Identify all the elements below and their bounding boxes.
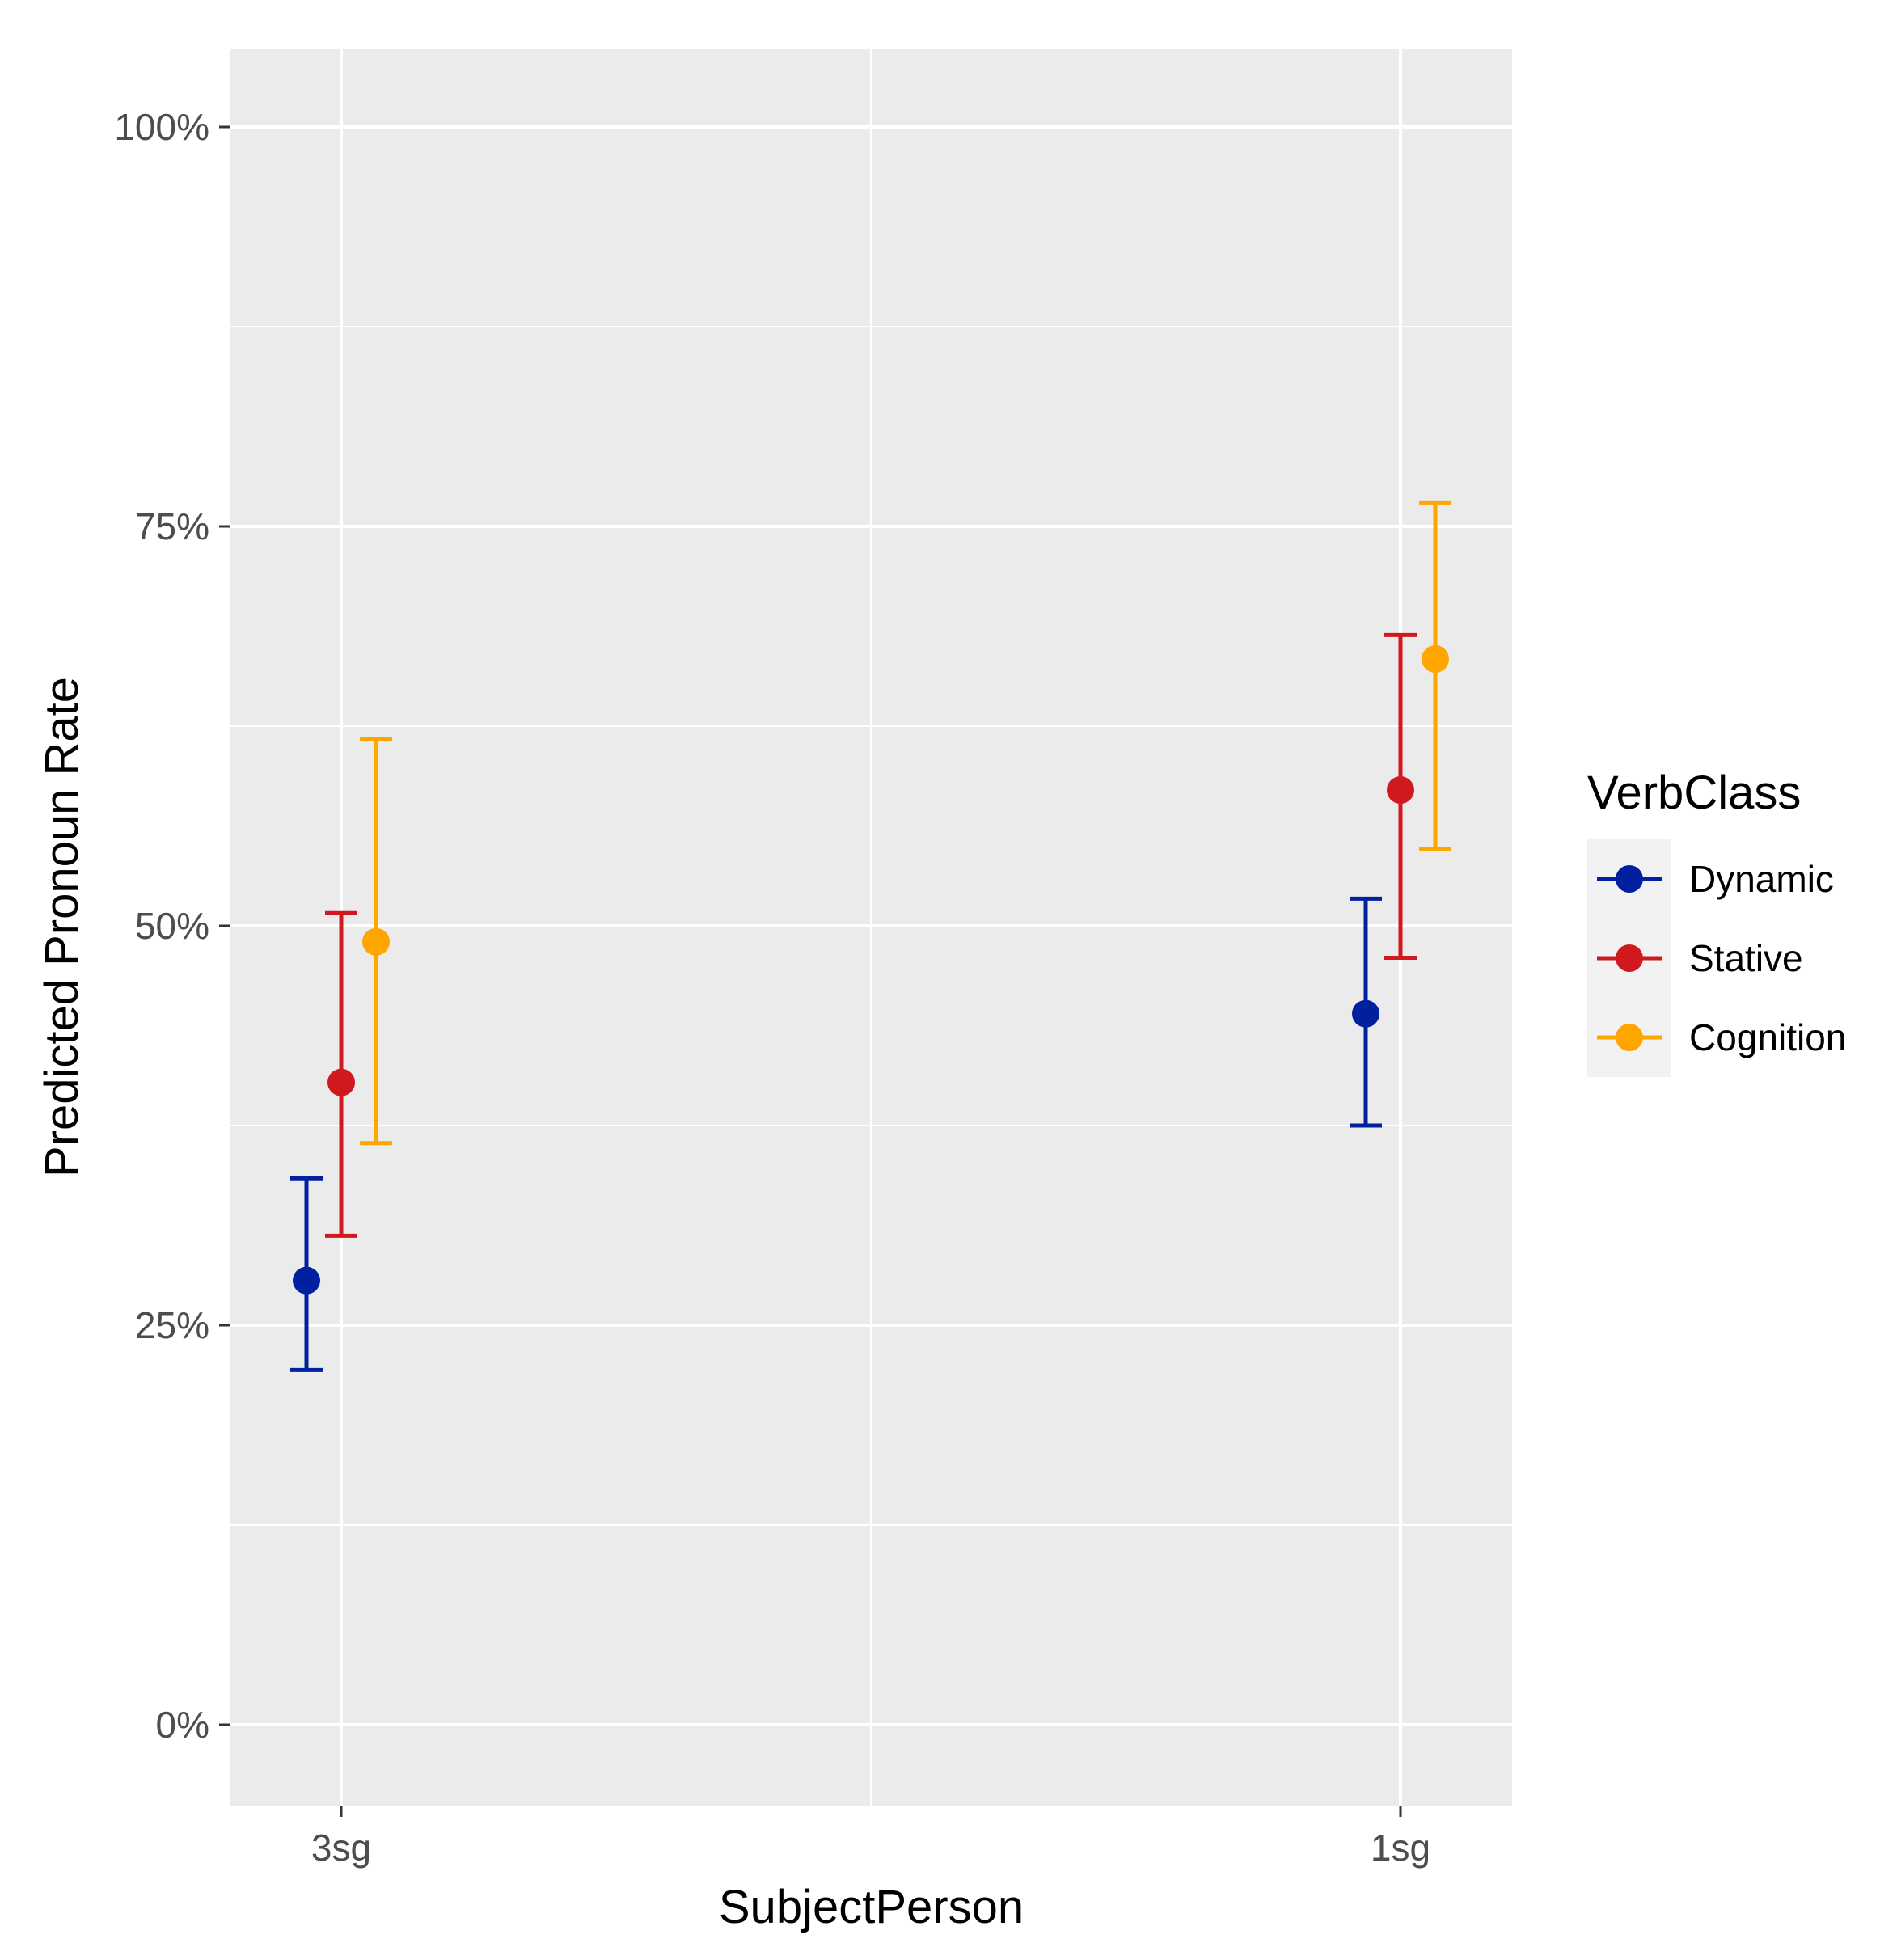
x-axis: 3sg 1sg xyxy=(311,1806,1430,1869)
y-axis-tick-label: 50% xyxy=(135,905,209,947)
legend-item-stative: Stative xyxy=(1597,937,1803,979)
minor-gridlines xyxy=(230,49,1512,1806)
legend-key-point xyxy=(1616,944,1643,972)
y-axis: 0% 25% 50% 75% 100% xyxy=(114,106,230,1746)
legend-label: Dynamic xyxy=(1689,858,1834,900)
legend-label: Cognition xyxy=(1689,1016,1846,1058)
legend-key-point xyxy=(1616,1024,1643,1051)
x-axis-tick-label: 1sg xyxy=(1371,1827,1430,1869)
x-axis-tick-label: 3sg xyxy=(311,1827,371,1869)
y-axis-tick-label: 75% xyxy=(135,505,209,547)
y-axis-tick-label: 0% xyxy=(156,1704,209,1746)
y-axis-title: Predicted Pronoun Rate xyxy=(36,677,88,1177)
legend-label: Stative xyxy=(1689,937,1803,979)
data-point-dynamic-3sg xyxy=(293,1266,320,1295)
legend-item-dynamic: Dynamic xyxy=(1597,858,1834,900)
series-stative xyxy=(325,632,1417,1238)
y-axis-tick-label: 25% xyxy=(135,1304,209,1346)
data-point-dynamic-1sg xyxy=(1352,999,1379,1028)
legend-title: VerbClass xyxy=(1587,767,1801,819)
legend: VerbClass Dynamic Stative Cognition xyxy=(1587,767,1846,1077)
series-dynamic xyxy=(290,896,1382,1372)
series-cognition xyxy=(360,500,1451,1146)
data-point-stative-3sg xyxy=(327,1068,355,1096)
y-axis-tick-label: 100% xyxy=(114,106,209,148)
x-axis-title: SubjectPerson xyxy=(719,1881,1024,1933)
data-point-cognition-1sg xyxy=(1422,645,1449,674)
data-marks xyxy=(290,500,1451,1372)
data-point-cognition-3sg xyxy=(362,927,390,956)
legend-items: Dynamic Stative Cognition xyxy=(1597,858,1846,1058)
legend-key-point xyxy=(1616,865,1643,893)
legend-item-cognition: Cognition xyxy=(1597,1016,1846,1058)
data-point-stative-1sg xyxy=(1387,776,1414,805)
